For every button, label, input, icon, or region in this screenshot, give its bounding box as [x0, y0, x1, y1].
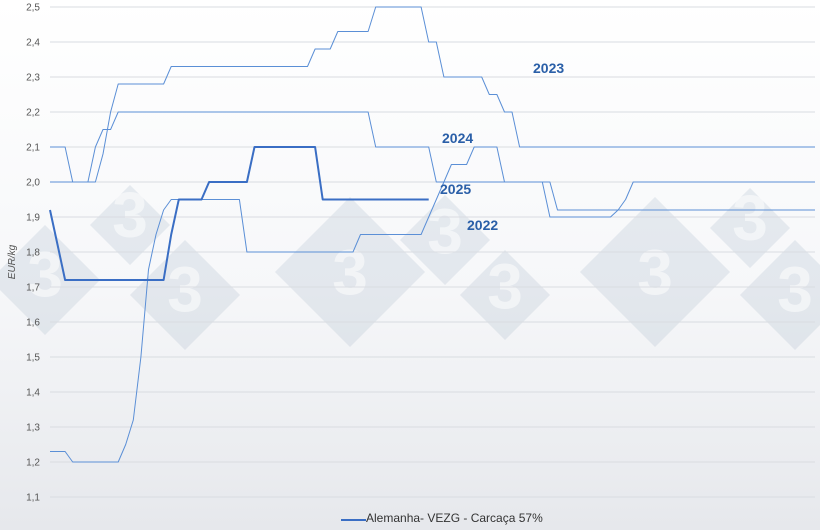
watermark-number: 3: [332, 237, 368, 309]
watermark-logo: 3: [275, 197, 425, 347]
series-label-2022: 2022: [467, 217, 498, 233]
series-line-2022: [50, 146, 815, 463]
watermark-logo: 3: [710, 182, 790, 268]
y-tick-label: 1,1: [26, 493, 40, 504]
watermark-diamond: [580, 197, 730, 347]
y-axis-label: EUR/kg: [7, 244, 18, 279]
watermark-logo: 3: [90, 179, 170, 265]
y-tick-label: 2,2: [26, 108, 40, 119]
watermark-logo: 3: [0, 225, 100, 335]
legend: Alemanha- VEZG - Carcaça 57%: [341, 511, 543, 525]
watermark-number: 3: [112, 179, 148, 251]
y-tick-label: 2,5: [26, 3, 40, 14]
watermark-logo: 3: [460, 250, 550, 340]
y-tick-label: 2,1: [26, 143, 40, 154]
watermark-layer: 333 333 333: [0, 179, 820, 350]
y-tick-label: 1,9: [26, 213, 40, 224]
y-tick-label: 2,3: [26, 73, 40, 84]
series-label-2025: 2025: [440, 181, 471, 197]
y-axis-ticks: 1,1 1,2 1,3 1,4 1,5 1,6 1,7 1,8 1,9 2,0 2,1 2,2 2,3 2…: [26, 3, 40, 504]
watermark-diamond: [90, 185, 170, 265]
watermark-number: 3: [167, 254, 203, 326]
watermark-number: 3: [427, 196, 463, 268]
watermark-diamond: [710, 188, 790, 268]
legend-label: Alemanha- VEZG - Carcaça 57%: [366, 511, 543, 525]
watermark-number: 3: [777, 254, 813, 326]
y-tick-label: 2,4: [26, 38, 40, 49]
watermark-number: 3: [27, 239, 63, 311]
series-label-2024: 2024: [442, 130, 473, 146]
y-tick-label: 1,4: [26, 388, 40, 399]
y-tick-label: 1,6: [26, 318, 40, 329]
watermark-number: 3: [637, 237, 673, 309]
y-tick-label: 1,5: [26, 353, 40, 364]
series-labels: 2023 2024 2025 2022: [440, 60, 564, 233]
watermark-diamond: [460, 250, 550, 340]
series-line-2024: [50, 111, 815, 211]
y-tick-label: 2,0: [26, 178, 40, 189]
series-line-2023: [50, 6, 815, 183]
series-lines: [49, 6, 815, 463]
watermark-diamond: [0, 225, 100, 335]
watermark-number: 3: [732, 182, 768, 254]
y-tick-label: 1,3: [26, 423, 40, 434]
series-label-2023: 2023: [533, 60, 564, 76]
y-tick-label: 1,7: [26, 283, 40, 294]
y-tick-label: 1,8: [26, 248, 40, 259]
watermark-logo: 3: [580, 197, 730, 347]
y-tick-label: 1,2: [26, 458, 40, 469]
series-line-2025: [49, 146, 429, 281]
